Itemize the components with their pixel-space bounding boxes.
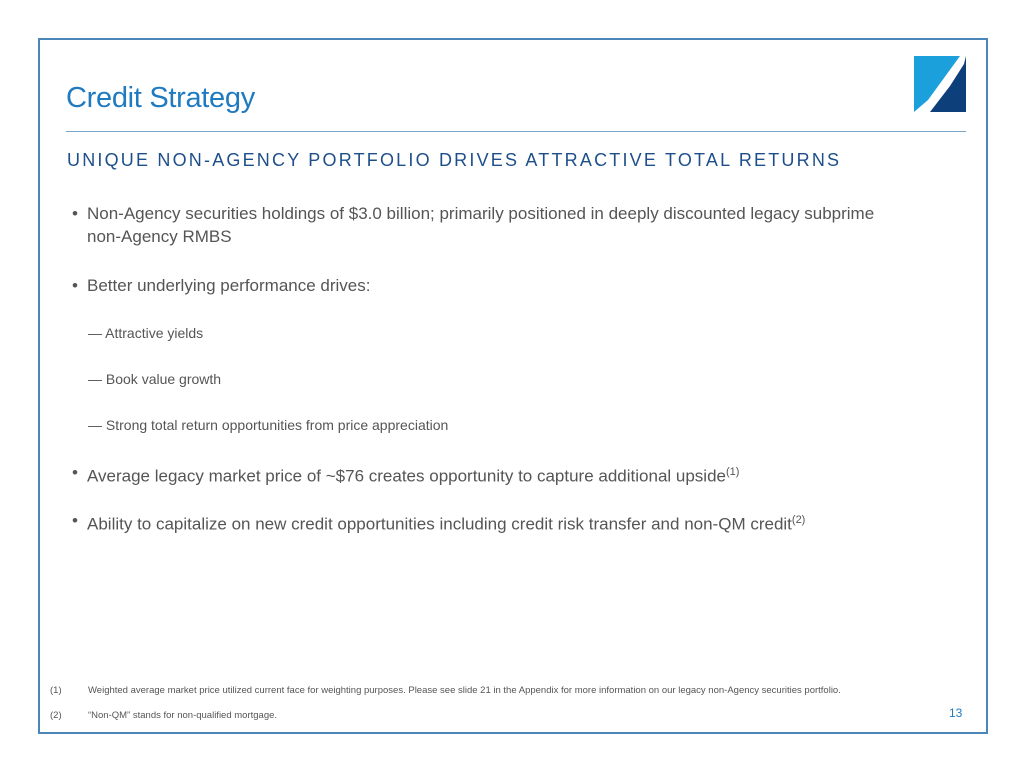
- company-logo: [914, 56, 966, 112]
- sub-bullet-2: — Book value growth: [88, 371, 222, 387]
- bullet-2: • Better underlying performance drives:: [72, 276, 371, 295]
- page-title: Credit Strategy: [66, 82, 255, 114]
- section-subtitle: UNIQUE NON-AGENCY PORTFOLIO DRIVES ATTRA…: [67, 150, 842, 170]
- bullet-4: • Ability to capitalize on new credit opp…: [72, 511, 806, 534]
- bullet-1: • Non-Agency securities holdings of $3.0 …: [72, 204, 875, 246]
- sub-bullet-1: — Attractive yields: [88, 325, 204, 341]
- bullet-3: • Average legacy market price of ~$76 cre…: [72, 463, 740, 486]
- slide-frame: [38, 38, 988, 734]
- title-divider: [66, 131, 966, 132]
- sub-bullet-3: — Strong total return opportunities from…: [88, 417, 449, 433]
- footnote-2: (2) “Non-QM” stands for non-qualified mor…: [50, 710, 278, 721]
- footnote-1: (1) Weighted average market price utilize…: [50, 685, 841, 696]
- page-number: 13: [949, 706, 963, 720]
